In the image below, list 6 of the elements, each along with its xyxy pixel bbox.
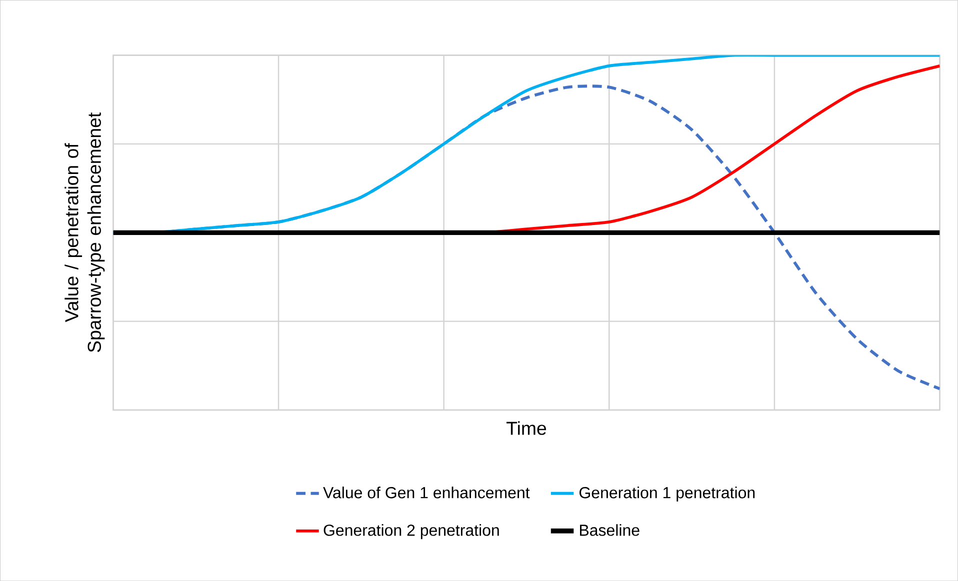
legend-label: Baseline <box>580 524 640 536</box>
legend-label: Generation 2 penetration <box>324 524 499 539</box>
x-axis-title: Time <box>506 421 546 435</box>
y-axis-title: Value / penetration of Sparrow-type enhancemenet <box>64 112 105 352</box>
legend-label: Value of Gen 1 enhancement <box>323 486 530 498</box>
legend-label: Generation 1 penetration <box>580 486 755 502</box>
